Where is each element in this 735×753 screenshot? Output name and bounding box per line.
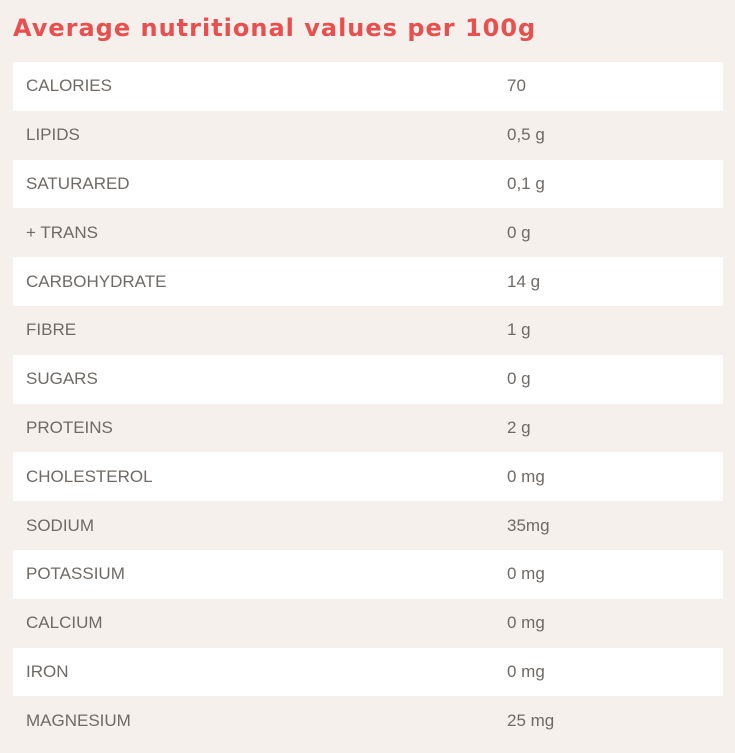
table-row: + TRANS 0 g: [13, 208, 723, 257]
page-title: Average nutritional values per 100g: [13, 14, 537, 42]
nutrient-value: 0,5 g: [507, 125, 545, 145]
table-row: SUGARS 0 g: [13, 354, 723, 404]
nutrient-value: 0 mg: [507, 661, 545, 681]
nutrient-label: IRON: [26, 661, 69, 681]
nutrient-value: 25 mg: [507, 710, 555, 730]
table-row: SATURARED 0,1 g: [13, 159, 723, 209]
nutrient-label: CALCIUM: [26, 613, 103, 633]
table-row: MAGNESIUM 25 mg: [13, 696, 723, 745]
nutrient-label: PROTEINS: [26, 417, 113, 437]
table-row: CHOLESTEROL 0 mg: [13, 452, 723, 502]
table-row: CALCIUM 0 mg: [13, 599, 723, 648]
nutrient-value: 0 g: [507, 369, 531, 389]
nutrient-value: 0 g: [507, 222, 531, 242]
table-row: PROTEINS 2 g: [13, 404, 723, 453]
nutrient-label: MAGNESIUM: [26, 710, 131, 730]
nutrient-label: SODIUM: [26, 515, 94, 535]
nutrient-label: LIPIDS: [26, 125, 80, 145]
table-row: IRON 0 mg: [13, 647, 723, 697]
table-row: LIPIDS 0,5 g: [13, 111, 723, 160]
nutrient-value: 35mg: [507, 515, 550, 535]
nutrient-value: 14 g: [507, 271, 541, 291]
table-row: POTASSIUM 0 mg: [13, 549, 723, 599]
nutrient-value: 0 mg: [507, 613, 545, 633]
nutrient-value: 70: [507, 76, 526, 96]
nutrient-value: 0,1 g: [507, 173, 545, 193]
table-row: CARBOHYDRATE 14 g: [13, 257, 723, 306]
nutrient-label: CARBOHYDRATE: [26, 271, 167, 291]
table-row: CALORIES 70: [13, 62, 723, 111]
nutrition-table: CALORIES 70 LIPIDS 0,5 g SATURARED 0,1 g…: [13, 62, 723, 745]
nutrient-label: CALORIES: [26, 76, 112, 96]
nutrient-label: SATURARED: [26, 173, 130, 193]
nutrient-value: 1 g: [507, 320, 531, 340]
nutrient-value: 0 mg: [507, 564, 545, 584]
nutrient-label: SUGARS: [26, 369, 98, 389]
nutrient-label: POTASSIUM: [26, 564, 125, 584]
table-row: SODIUM 35mg: [13, 501, 723, 550]
nutrient-label: + TRANS: [26, 222, 98, 242]
nutrient-label: CHOLESTEROL: [26, 466, 153, 486]
table-row: FIBRE 1 g: [13, 306, 723, 355]
nutrient-value: 0 mg: [507, 466, 545, 486]
nutrient-label: FIBRE: [26, 320, 77, 340]
nutrient-value: 2 g: [507, 417, 531, 437]
